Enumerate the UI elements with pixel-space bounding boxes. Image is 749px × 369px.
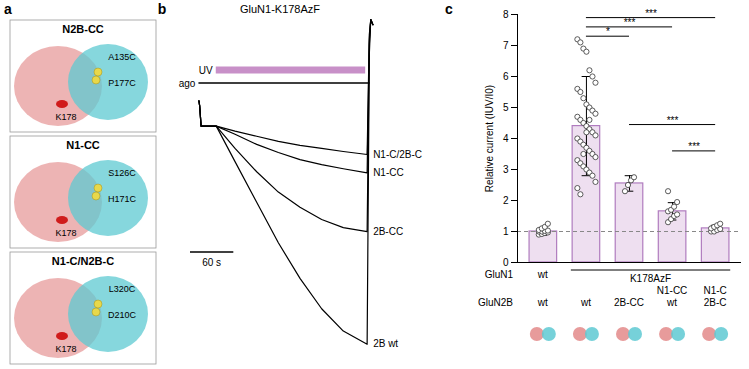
svg-text:wt: wt: [537, 269, 548, 280]
svg-text:L320C: L320C: [109, 284, 136, 294]
svg-text:GluN2B: GluN2B: [478, 297, 513, 308]
svg-text:ago: ago: [179, 78, 196, 89]
svg-text:S126C: S126C: [108, 168, 136, 178]
svg-text:wt: wt: [580, 297, 591, 308]
svg-text:K178: K178: [55, 344, 76, 354]
svg-text:***: ***: [667, 115, 679, 126]
svg-text:a: a: [4, 1, 12, 17]
svg-text:K178: K178: [55, 228, 76, 238]
svg-text:2B-C: 2B-C: [704, 297, 727, 308]
svg-text:2: 2: [503, 195, 509, 206]
svg-text:wt: wt: [537, 297, 548, 308]
svg-text:60 s: 60 s: [202, 257, 221, 268]
svg-text:N1-CC: N1-CC: [66, 139, 100, 151]
svg-text:2B wt: 2B wt: [373, 338, 398, 349]
svg-text:2B-CC: 2B-CC: [614, 297, 644, 308]
svg-text:N1-C/2B-C: N1-C/2B-C: [373, 149, 422, 160]
svg-text:b: b: [158, 1, 167, 17]
svg-text:7: 7: [503, 40, 509, 51]
svg-text:8: 8: [503, 9, 509, 20]
svg-text:P177C: P177C: [108, 78, 136, 88]
svg-text:K178: K178: [55, 112, 76, 122]
svg-text:*: *: [606, 26, 610, 37]
svg-text:GluN1-K178AzF: GluN1-K178AzF: [240, 3, 320, 15]
svg-text:1: 1: [503, 226, 509, 237]
svg-text:UV: UV: [199, 65, 213, 76]
svg-text:3: 3: [503, 164, 509, 175]
svg-text:c: c: [445, 1, 453, 17]
svg-text:0: 0: [503, 257, 509, 268]
svg-text:5: 5: [503, 102, 509, 113]
svg-text:N1-CC: N1-CC: [657, 285, 688, 296]
svg-text:D210C: D210C: [108, 310, 137, 320]
svg-text:N2B-CC: N2B-CC: [62, 23, 104, 35]
svg-text:***: ***: [624, 17, 636, 28]
svg-text:N1-CC: N1-CC: [373, 167, 404, 178]
svg-text:N1-C/N2B-C: N1-C/N2B-C: [52, 255, 114, 267]
svg-text:***: ***: [688, 141, 700, 152]
svg-text:wt: wt: [666, 297, 677, 308]
svg-text:***: ***: [645, 8, 657, 19]
svg-text:K178AzF: K178AzF: [630, 273, 671, 284]
svg-text:Relative current (IUV/I0): Relative current (IUV/I0): [484, 85, 495, 192]
svg-text:6: 6: [503, 71, 509, 82]
svg-text:A135C: A135C: [108, 52, 136, 62]
svg-text:N1-C: N1-C: [703, 285, 726, 296]
svg-text:H171C: H171C: [108, 194, 137, 204]
svg-text:GluN1: GluN1: [485, 269, 514, 280]
svg-text:2B-CC: 2B-CC: [373, 226, 403, 237]
svg-text:4: 4: [503, 133, 509, 144]
